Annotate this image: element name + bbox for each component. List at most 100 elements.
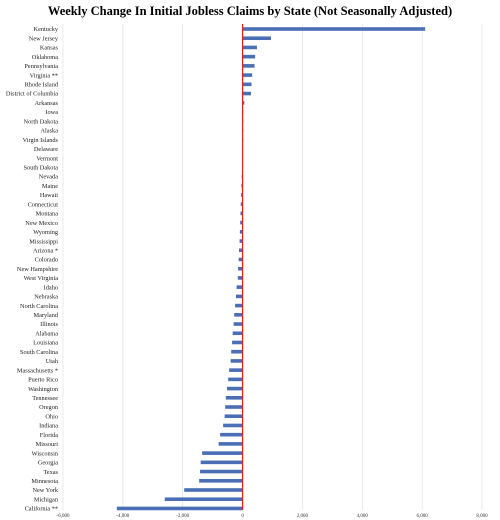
category-label: Nevada <box>39 174 58 181</box>
x-tick-label: -4,000 <box>116 514 129 519</box>
category-label: Missouri <box>36 441 59 448</box>
bar <box>224 414 243 419</box>
bar <box>225 396 243 400</box>
category-label: New Hampshire <box>17 266 58 273</box>
category-label: Pennsylvania <box>24 63 58 70</box>
bar <box>116 506 243 511</box>
category-label: Virgin Islands <box>23 137 59 144</box>
x-tick-label: 8,000 <box>476 514 488 519</box>
category-label: North Carolina <box>20 303 58 310</box>
x-tick-label: 0 <box>241 514 244 519</box>
bar <box>225 405 243 409</box>
category-label: Vermont <box>36 155 58 162</box>
category-label: Iowa <box>45 109 58 116</box>
bar <box>239 239 243 243</box>
bar <box>202 451 243 455</box>
chart-title: Weekly Change In Initial Jobless Claims … <box>47 4 453 18</box>
category-label: New Mexico <box>25 220 58 227</box>
category-label: Arkansas <box>35 100 59 107</box>
bar <box>242 73 253 77</box>
bar <box>234 313 243 317</box>
x-tick-label: -6,000 <box>57 514 70 519</box>
category-label: Maine <box>42 183 58 190</box>
category-label: Massachusetts * <box>17 367 58 374</box>
x-tick-label: 6,000 <box>417 514 429 519</box>
bar <box>242 54 256 59</box>
category-label: Tennessee <box>32 395 58 402</box>
bar <box>238 248 243 253</box>
bar <box>231 349 243 354</box>
bar <box>184 488 243 492</box>
grid-lines <box>62 24 483 510</box>
bar <box>242 45 257 50</box>
category-label: Washington <box>28 386 59 393</box>
bar <box>223 423 243 428</box>
bars <box>116 27 426 511</box>
bar <box>237 276 243 280</box>
category-label: Nebraska <box>34 294 58 301</box>
bar <box>235 303 243 308</box>
category-label: Maryland <box>34 312 59 319</box>
bar <box>200 469 243 474</box>
x-tick-label: -2,000 <box>176 514 189 519</box>
category-label: Connecticut <box>28 201 59 208</box>
category-label: Alabama <box>35 330 58 337</box>
category-label: Delaware <box>34 146 58 153</box>
bar <box>199 478 243 483</box>
bar <box>241 193 243 197</box>
category-label: West Virginia <box>24 275 59 282</box>
bar <box>220 432 243 437</box>
category-label: Colorado <box>35 257 58 264</box>
bar <box>233 322 243 326</box>
bar <box>200 460 243 465</box>
bar <box>218 442 243 446</box>
bar <box>240 202 243 206</box>
bar <box>242 36 272 41</box>
category-label: Alaska <box>41 128 59 135</box>
category-label: Kansas <box>40 45 59 52</box>
category-label: Kentucky <box>34 26 59 33</box>
category-label: California ** <box>25 506 58 513</box>
category-label: Louisiana <box>33 340 58 347</box>
category-label: North Dakota <box>24 118 59 125</box>
category-label: Virginia ** <box>30 72 58 79</box>
category-label: Idaho <box>44 284 58 291</box>
category-label: Wyoming <box>33 229 59 236</box>
category-label: Oklahoma <box>32 54 58 61</box>
bar <box>236 285 243 289</box>
bar <box>164 497 243 502</box>
category-label: Arizona * <box>33 247 58 254</box>
category-label: Indiana <box>39 423 58 430</box>
bar <box>228 377 243 382</box>
bar <box>242 82 252 87</box>
category-label: Illinois <box>40 321 58 328</box>
bar <box>232 331 243 336</box>
bar <box>230 359 243 363</box>
bar <box>238 257 243 262</box>
category-label: Texas <box>43 469 58 476</box>
bar <box>240 211 243 216</box>
bar <box>242 27 426 31</box>
category-label: South Carolina <box>20 349 58 356</box>
category-label: Minnesota <box>31 478 58 485</box>
bar <box>242 91 251 96</box>
category-label: Ohio <box>45 413 58 420</box>
bar <box>229 368 243 372</box>
bar <box>242 100 245 105</box>
category-label: Utah <box>46 358 59 365</box>
bar <box>232 340 243 345</box>
category-label: Georgia <box>38 460 58 467</box>
category-label: Oregon <box>39 404 59 411</box>
category-label: Michigan <box>34 496 59 503</box>
category-label: Florida <box>40 432 58 439</box>
x-tick-label: 2,000 <box>297 514 309 519</box>
bar <box>240 220 243 225</box>
category-label: Mississippi <box>29 238 58 245</box>
category-labels: Kentucky New Jersey Kansas Oklahoma Pennsylv… <box>6 26 59 512</box>
bar <box>239 230 243 234</box>
category-label: New York <box>32 487 58 494</box>
bar <box>242 64 255 68</box>
bar <box>235 294 243 299</box>
